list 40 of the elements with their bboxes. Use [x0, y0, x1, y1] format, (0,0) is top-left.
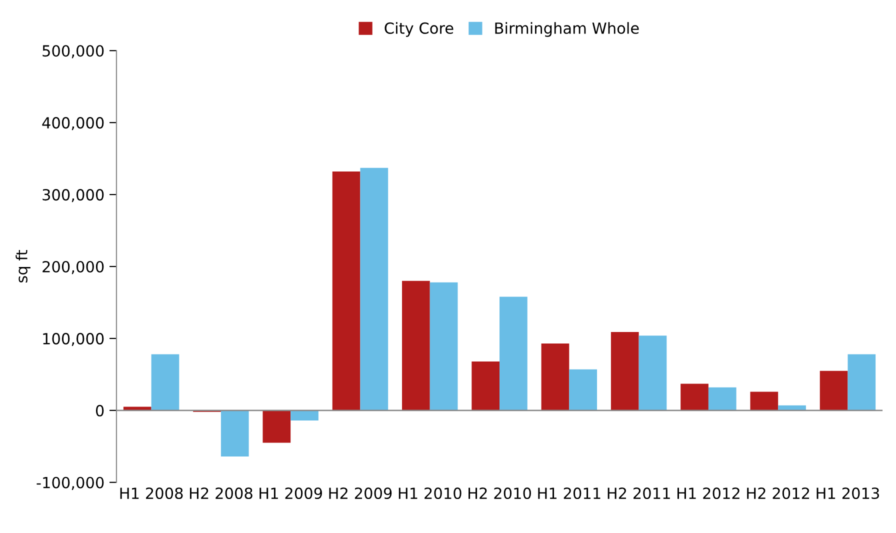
- bar: [610, 332, 639, 410]
- y-tick-label: 500,000: [42, 45, 104, 58]
- x-tick-label: H1 2012: [677, 487, 740, 500]
- bar: [402, 280, 430, 410]
- bar: [750, 392, 778, 410]
- legend-label: City Core: [384, 22, 454, 37]
- x-tick-label: H2 2010: [468, 487, 531, 500]
- x-tick-label: H1 2010: [398, 487, 462, 500]
- bar: [472, 361, 500, 410]
- legend-label: Birmingham Whole: [495, 22, 639, 37]
- bar: [820, 370, 848, 410]
- bar: [290, 410, 318, 420]
- bar: [569, 369, 598, 410]
- y-tick-label: 400,000: [42, 117, 104, 130]
- bar: [430, 282, 458, 410]
- bar: [638, 336, 667, 410]
- x-tick-label: H2 2011: [608, 487, 670, 500]
- y-tick-label: -100,000: [36, 476, 104, 490]
- bar: [708, 387, 736, 410]
- y-axis-title: sq ft: [16, 250, 30, 282]
- bar: [151, 354, 180, 410]
- bar: [848, 354, 876, 410]
- y-tick-label: 300,000: [42, 189, 104, 202]
- bar: [262, 410, 291, 443]
- x-tick-label: H2 2012: [747, 487, 810, 500]
- bar: [332, 172, 360, 410]
- x-tick-label: H1 2008: [120, 487, 183, 500]
- bar: [500, 296, 528, 410]
- y-tick-label: 100,000: [43, 332, 104, 346]
- x-tick-label: H1 2009: [260, 487, 322, 500]
- x-tick-label: H2 2008: [190, 487, 252, 500]
- x-tick-label: H2 2009: [329, 487, 392, 500]
- x-tick-label: H1 2011: [538, 487, 600, 500]
- x-tick-label: H1 2013: [816, 487, 879, 500]
- bar: [360, 168, 388, 410]
- bar: [220, 410, 249, 456]
- y-tick-label: 200,000: [42, 260, 104, 274]
- y-tick-label: 0: [96, 404, 104, 416]
- bar: [680, 384, 708, 410]
- bar: [541, 343, 570, 410]
